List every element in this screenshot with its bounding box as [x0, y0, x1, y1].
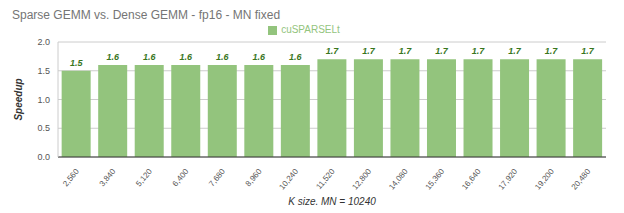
svg-text:1.6: 1.6	[143, 52, 157, 62]
svg-text:8,960: 8,960	[244, 167, 264, 189]
svg-text:5,120: 5,120	[134, 167, 154, 189]
svg-text:K size, MN = 10240: K size, MN = 10240	[288, 196, 376, 205]
svg-text:1.6: 1.6	[253, 52, 267, 62]
svg-text:Speedup: Speedup	[13, 78, 24, 120]
svg-text:20,480: 20,480	[570, 167, 593, 192]
svg-text:1.6: 1.6	[106, 52, 120, 62]
svg-text:12,800: 12,800	[351, 167, 374, 192]
svg-text:14,080: 14,080	[387, 167, 410, 192]
svg-text:2,560: 2,560	[61, 167, 81, 189]
svg-text:1.7: 1.7	[472, 46, 486, 56]
svg-text:0.5: 0.5	[37, 123, 50, 133]
svg-text:16,640: 16,640	[460, 167, 483, 192]
svg-text:0.0: 0.0	[37, 152, 50, 162]
svg-text:1.7: 1.7	[508, 46, 522, 56]
svg-text:3,840: 3,840	[98, 167, 118, 189]
svg-text:17,920: 17,920	[497, 167, 520, 192]
svg-text:6,400: 6,400	[171, 167, 191, 189]
svg-text:10,240: 10,240	[277, 167, 300, 192]
svg-text:1.6: 1.6	[179, 52, 193, 62]
html-text:cuSPARSELt: cuSPARSELt	[281, 24, 340, 35]
svg-text:1.7: 1.7	[435, 46, 449, 56]
svg-text:1.6: 1.6	[216, 52, 230, 62]
svg-text:11,520: 11,520	[314, 167, 337, 191]
svg-text:1.7: 1.7	[362, 46, 376, 56]
svg-text:1.5: 1.5	[37, 66, 50, 76]
svg-text:1.7: 1.7	[399, 46, 413, 56]
svg-text:1.7: 1.7	[581, 46, 595, 56]
html-text:Sparse GEMM vs. Dense GEMM - f: Sparse GEMM vs. Dense GEMM - fp16 - MN f…	[12, 8, 281, 22]
svg-text:1.6: 1.6	[289, 52, 303, 62]
svg-text:1.0: 1.0	[37, 95, 50, 105]
svg-text:1.7: 1.7	[545, 46, 559, 56]
svg-text:15,360: 15,360	[424, 167, 447, 192]
svg-text:2.0: 2.0	[37, 37, 50, 47]
svg-text:19,200: 19,200	[533, 167, 556, 192]
svg-text:1.7: 1.7	[326, 46, 340, 56]
svg-text:1.5: 1.5	[70, 58, 84, 68]
svg-text:7,680: 7,680	[207, 167, 227, 189]
